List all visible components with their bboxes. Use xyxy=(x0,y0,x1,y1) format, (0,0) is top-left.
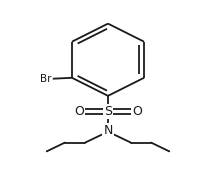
Text: Br: Br xyxy=(40,74,52,84)
Text: O: O xyxy=(74,105,84,118)
Text: S: S xyxy=(104,105,112,118)
Text: O: O xyxy=(132,105,142,118)
Text: N: N xyxy=(103,124,113,137)
